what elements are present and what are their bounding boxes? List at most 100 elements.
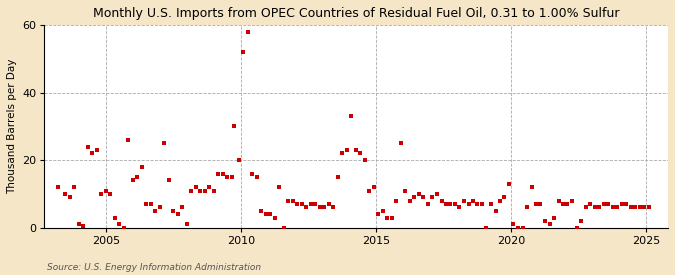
Point <box>594 205 605 210</box>
Point <box>114 222 125 227</box>
Point <box>261 212 271 216</box>
Point <box>621 202 632 206</box>
Point <box>364 188 375 193</box>
Point <box>150 209 161 213</box>
Y-axis label: Thousand Barrels per Day: Thousand Barrels per Day <box>7 59 17 194</box>
Point <box>404 199 415 203</box>
Point <box>355 151 366 156</box>
Point <box>247 172 258 176</box>
Point <box>238 50 248 54</box>
Point <box>400 188 410 193</box>
Point <box>508 222 519 227</box>
Point <box>554 199 564 203</box>
Point <box>269 215 280 220</box>
Point <box>634 205 645 210</box>
Point <box>413 192 424 196</box>
Point <box>234 158 244 163</box>
Text: Source: U.S. Energy Information Administration: Source: U.S. Energy Information Administ… <box>47 263 261 272</box>
Point <box>477 202 487 206</box>
Point <box>450 202 460 206</box>
Point <box>409 195 420 200</box>
Point <box>256 209 267 213</box>
Point <box>146 202 157 206</box>
Point <box>512 226 523 230</box>
Point <box>163 178 174 183</box>
Point <box>222 175 233 179</box>
Point <box>423 202 433 206</box>
Point <box>74 222 84 227</box>
Point <box>109 215 120 220</box>
Point <box>301 205 312 210</box>
Point <box>535 202 546 206</box>
Point <box>472 202 483 206</box>
Point <box>323 202 334 206</box>
Point <box>485 202 496 206</box>
Point <box>136 165 147 169</box>
Point <box>571 226 582 230</box>
Point <box>585 202 595 206</box>
Point <box>173 212 184 216</box>
Point <box>431 192 442 196</box>
Point <box>69 185 80 189</box>
Point <box>549 215 560 220</box>
Point <box>251 175 262 179</box>
Point <box>346 114 356 119</box>
Point <box>526 185 537 189</box>
Point <box>504 182 514 186</box>
Point <box>278 226 289 230</box>
Point <box>440 202 451 206</box>
Point <box>227 175 238 179</box>
Point <box>499 195 510 200</box>
Point <box>64 195 75 200</box>
Point <box>386 215 397 220</box>
Point <box>78 224 88 228</box>
Point <box>319 205 329 210</box>
Point <box>105 192 115 196</box>
Point <box>481 226 492 230</box>
Point <box>630 205 641 210</box>
Point <box>91 148 102 152</box>
Point <box>128 178 138 183</box>
Point <box>53 185 64 189</box>
Point <box>589 205 600 210</box>
Title: Monthly U.S. Imports from OPEC Countries of Residual Fuel Oil, 0.31 to 1.00% Sul: Monthly U.S. Imports from OPEC Countries… <box>92 7 619 20</box>
Point <box>123 138 134 142</box>
Point <box>562 202 573 206</box>
Point <box>616 202 627 206</box>
Point <box>539 219 550 223</box>
Point <box>350 148 361 152</box>
Point <box>328 205 339 210</box>
Point <box>598 202 609 206</box>
Point <box>418 195 429 200</box>
Point <box>612 205 622 210</box>
Point <box>332 175 343 179</box>
Point <box>213 172 224 176</box>
Point <box>177 205 188 210</box>
Point <box>639 205 649 210</box>
Point <box>96 192 107 196</box>
Point <box>87 151 98 156</box>
Point <box>567 199 578 203</box>
Point <box>229 124 240 129</box>
Point <box>382 215 393 220</box>
Point <box>60 192 71 196</box>
Point <box>369 185 379 189</box>
Point <box>517 226 528 230</box>
Point <box>274 185 285 189</box>
Point <box>544 222 555 227</box>
Point <box>118 226 129 230</box>
Point <box>283 199 294 203</box>
Point <box>377 209 388 213</box>
Point <box>436 199 447 203</box>
Point <box>190 185 201 189</box>
Point <box>337 151 348 156</box>
Point <box>445 202 456 206</box>
Point <box>265 212 275 216</box>
Point <box>603 202 614 206</box>
Point <box>580 205 591 210</box>
Point <box>159 141 170 145</box>
Point <box>310 202 321 206</box>
Point <box>643 205 654 210</box>
Point <box>155 205 165 210</box>
Point <box>522 205 533 210</box>
